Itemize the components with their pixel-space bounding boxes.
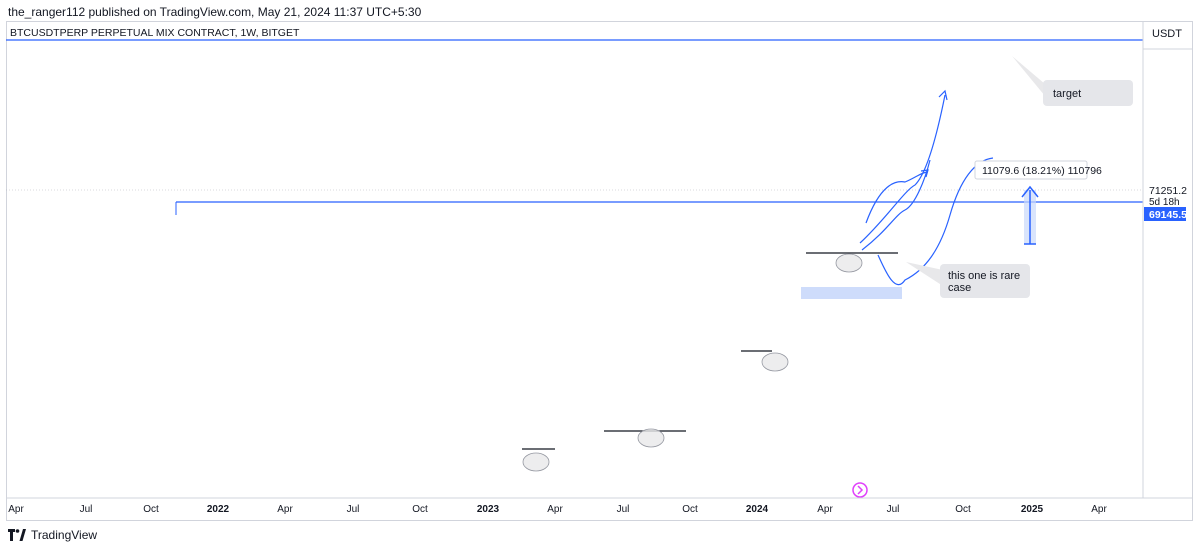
countdown-label: 5d 18h <box>1149 197 1180 208</box>
x-tick-label: Oct <box>412 504 428 515</box>
callout-rare-box <box>940 264 1030 298</box>
x-tick-label: Apr <box>277 504 293 515</box>
x-tick-label: Jul <box>617 504 630 515</box>
x-tick-label: Oct <box>682 504 698 515</box>
x-tick-label: Apr <box>8 504 24 515</box>
arrowhead <box>938 89 948 101</box>
projection-curve <box>877 157 994 286</box>
x-tick-label: Jul <box>347 504 360 515</box>
x-tick-label: Oct <box>955 504 971 515</box>
price-axis: USDT95000.090000.085000.080000.075000.07… <box>6 21 1193 499</box>
currency-label: USDT <box>1152 28 1182 40</box>
demand-zone <box>801 287 902 299</box>
chart-title: BTCUSDTPERP PERPETUAL MIX CONTRACT, 1W, … <box>10 27 300 39</box>
chart-frame <box>6 21 1193 521</box>
callout-pointer <box>1012 56 1045 96</box>
x-tick-label: Apr <box>547 504 563 515</box>
event-icon-mark <box>857 485 864 495</box>
x-tick-label: 2024 <box>746 504 769 515</box>
measure-arrow-head <box>1021 185 1039 198</box>
brand-name: TradingView <box>31 528 98 542</box>
projection-curve <box>861 159 931 251</box>
footer-brand: TradingView <box>8 528 97 542</box>
callout-target-text: target <box>1053 88 1081 100</box>
callout-rare-text: this one is rare case <box>948 270 1020 294</box>
callout-target-box <box>1043 80 1133 106</box>
x-tick-label: Oct <box>143 504 159 515</box>
last-price-label: 71251.2 <box>1149 185 1187 197</box>
highlight-ellipse <box>637 428 665 448</box>
projection-curve <box>865 171 929 224</box>
projection-curve <box>859 94 946 244</box>
last-price-tag <box>1144 184 1186 197</box>
tradingview-logo-icon <box>8 529 26 541</box>
x-tick-label: 2022 <box>207 504 230 515</box>
x-tick-label: Jul <box>80 504 93 515</box>
x-tick-label: Apr <box>1091 504 1107 515</box>
level-price-label: 69145.5 <box>1149 209 1187 221</box>
level-price-tag <box>1144 207 1186 221</box>
measure-label: 11079.6 (18.21%) 110796 <box>982 165 1102 177</box>
highlight-ellipse <box>522 452 550 472</box>
highlight-ellipse <box>835 253 863 273</box>
x-tick-label: Apr <box>817 504 833 515</box>
time-axis: Apr Jul Oct 2022 Apr Jul Oct 2023 Apr Jul Oct 2024 A… <box>8 504 1107 515</box>
drawings-layer: 11079.6 (18.21%) 110796 target this one is… <box>6 39 1143 498</box>
publish-info: the_ranger112 published on TradingView.c… <box>8 5 422 19</box>
measure-label-box <box>974 160 1088 180</box>
arrowhead <box>920 169 929 178</box>
x-tick-label: 2023 <box>477 504 500 515</box>
x-tick-label: Jul <box>887 504 900 515</box>
event-icon <box>852 482 868 498</box>
highlight-ellipse <box>761 352 789 372</box>
x-tick-label: 2025 <box>1021 504 1044 515</box>
callout-pointer <box>906 262 943 286</box>
